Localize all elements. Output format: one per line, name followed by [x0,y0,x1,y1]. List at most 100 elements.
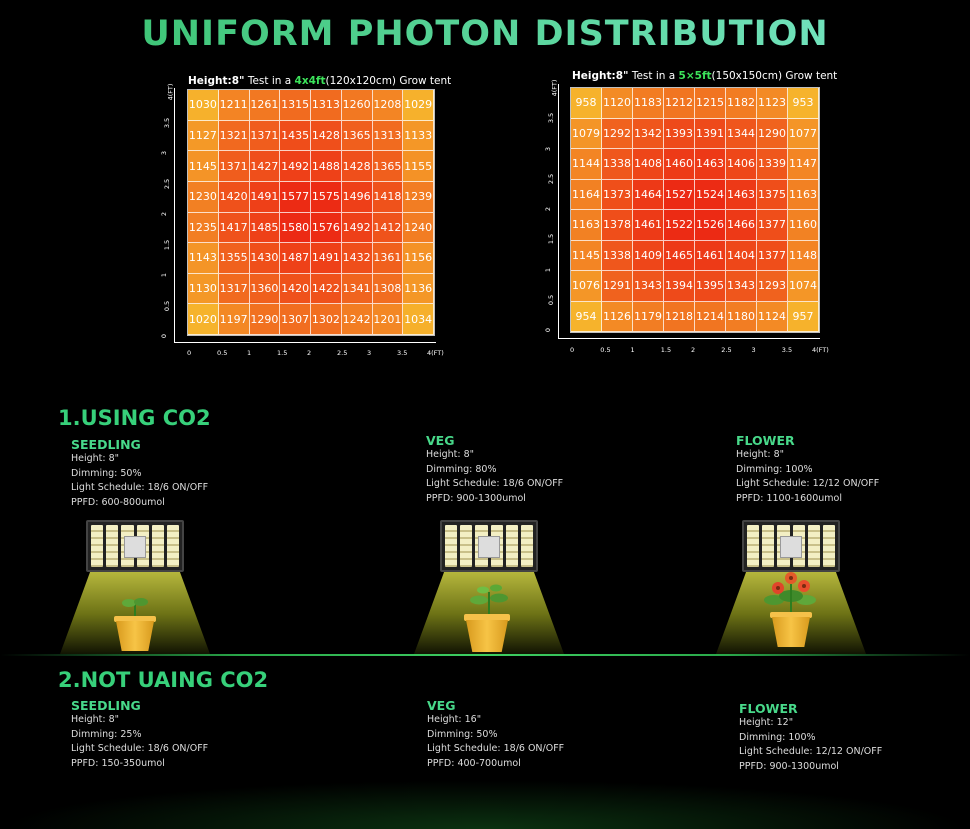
heatmap-5x5: 958 1120 1183 1212 1215 1182 1123 953 1079 1292 13… [570,87,820,333]
heatmap-cell: 1576 [311,212,342,244]
heatmap-cell: 1526 [695,210,726,241]
heatmap-cell: 1428 [341,151,373,182]
x-tick-label: 1.5 [277,349,288,357]
x-tick-label: 0.5 [600,346,611,354]
heatmap-cell: 1079 [571,118,602,149]
stage-block-veg-co2: VEG Height: 8" Dimming: 80% Light Schedu… [426,433,563,506]
y-tick-label: 1.5 [163,239,172,250]
seedling-light-illustration [60,514,210,654]
y-tick-label: 4(FT) [166,83,175,101]
heatmap-cell: 1291 [602,271,633,302]
heatmap-cell: 1293 [757,271,788,302]
heatmap-cell: 1292 [602,118,633,149]
heatmap-cell: 1242 [341,304,373,335]
heatmap-cell: 1321 [218,120,250,152]
heatmap-cell: 1240 [403,212,434,244]
heatmap-cell: 1076 [571,271,602,302]
heatmap-cell: 1463 [695,149,726,180]
heatmap-cell: 1339 [757,149,788,180]
veg-plant-icon [470,584,508,618]
heatmap-cell: 1235 [188,212,219,244]
stage-block-veg-no-co2: VEG Height: 16" Dimming: 50% Light Sched… [427,698,564,771]
heatmap-cell: 1144 [571,149,602,180]
pot-rim [114,616,156,622]
heatmap-cell: 1313 [311,90,342,121]
caption-post: (150x150cm) Grow tent [711,70,838,82]
y-tick-label: 0.5 [547,294,556,305]
x-axis-line [558,338,820,339]
heatmap-cell: 1182 [726,88,757,119]
heatmap-cell: 1491 [311,243,342,274]
heatmap-cell: 1341 [341,273,373,305]
heatmap-cell: 1577 [280,181,311,213]
caption-height: Height:8" [188,75,245,87]
spec-height: Height: 8" [71,453,120,464]
heatmap-cell: 1466 [726,210,757,241]
heatmap-cell: 1020 [188,304,219,335]
heatmap-cell: 1344 [726,118,757,149]
y-ticks-5x5: 0 0.5 1 1.5 2 2.5 3 3.5 4(FT) [544,80,558,334]
y-tick-label: 3 [544,146,553,151]
heatmap-cell: 1404 [726,240,757,271]
heatmap-cell: 1201 [372,304,404,335]
x-axis-line [174,342,436,343]
heatmap-cell: 1308 [372,273,404,305]
bottom-glow [0,780,970,829]
grow-light-fixture [742,520,840,572]
y-axis-line [174,88,175,342]
heatmap-cell: 1365 [341,120,373,152]
x-tick-label: 2 [307,349,312,357]
heatmap-cell: 1179 [633,301,664,332]
heatmap-cell: 1218 [664,301,695,332]
heatmap-cell: 1123 [757,88,788,119]
x-tick-label: 1 [247,349,252,357]
spec-dimming: Dimming: 50% [427,728,498,740]
heatmap-cell: 1124 [757,301,788,332]
heatmap-cell: 1391 [695,118,726,149]
caption-size: 4x4ft [294,75,326,87]
heatmap-cell: 1491 [249,181,281,213]
heatmap-cell: 1127 [188,120,219,152]
heatmap-cell: 1307 [280,304,311,335]
section-heading-not-using-co2: 2.NOT UAING CO2 [58,668,269,692]
y-tick-label: 1 [544,267,553,272]
x-tick-label: 3 [367,349,372,357]
heatmap-cell: 1155 [403,151,434,182]
x-ticks-4x4: 0 0.5 1 1.5 2 2.5 3 3.5 4(FT) [187,349,444,359]
heatmap-cell: 1290 [249,304,281,335]
heatmap-cell: 1524 [695,179,726,210]
heatmap-cell: 1034 [403,304,434,335]
y-axis-line [558,84,559,338]
heatmap-cell: 1148 [788,240,819,271]
x-tick-label: 4(FT) [812,346,829,354]
flower-pot [772,617,810,647]
heatmap-cell: 1313 [372,120,404,152]
heatmap-cell: 1145 [571,240,602,271]
heatmap-cell: 1488 [311,151,342,182]
heatmap-cell: 1212 [664,88,695,119]
heatmap-cell: 1428 [311,120,342,152]
heatmap-cell: 1183 [633,88,664,119]
x-tick-label: 0.5 [217,349,228,357]
spec-height: Height: 8" [71,714,120,725]
heatmap-cell: 953 [788,88,819,119]
heatmap-cell: 1492 [280,151,311,182]
heatmap-cell: 1360 [249,273,281,305]
heatmap-4x4: 1030 1211 1261 1315 1313 1260 1208 1029 1127 1321… [187,89,435,336]
y-ticks-4x4: 0 0.5 1 1.5 2 2.5 3 3.5 4(FT) [160,84,174,340]
heatmap-cell: 1147 [788,149,819,180]
caption-pre: Test in a [244,75,295,87]
y-tick-label: 3 [160,150,169,156]
heatmap-cell: 1463 [726,179,757,210]
heatmap-cell: 1133 [403,120,434,152]
heatmap-cell: 1375 [757,179,788,210]
spec-schedule: Light Schedule: 18/6 ON/OFF [71,482,209,493]
spec-dimming: Dimming: 100% [739,731,816,743]
y-tick-label: 0.5 [163,300,172,311]
spec-height: Height: 12" [739,717,794,728]
stage-title: VEG [426,433,455,448]
spec-schedule: Light Schedule: 12/12 ON/OFF [736,478,880,489]
heatmap-cell: 1496 [341,181,373,213]
stage-block-seedling-co2: SEEDLING Height: 8" Dimming: 50% Light S… [71,437,208,510]
x-tick-label: 2 [691,346,696,354]
